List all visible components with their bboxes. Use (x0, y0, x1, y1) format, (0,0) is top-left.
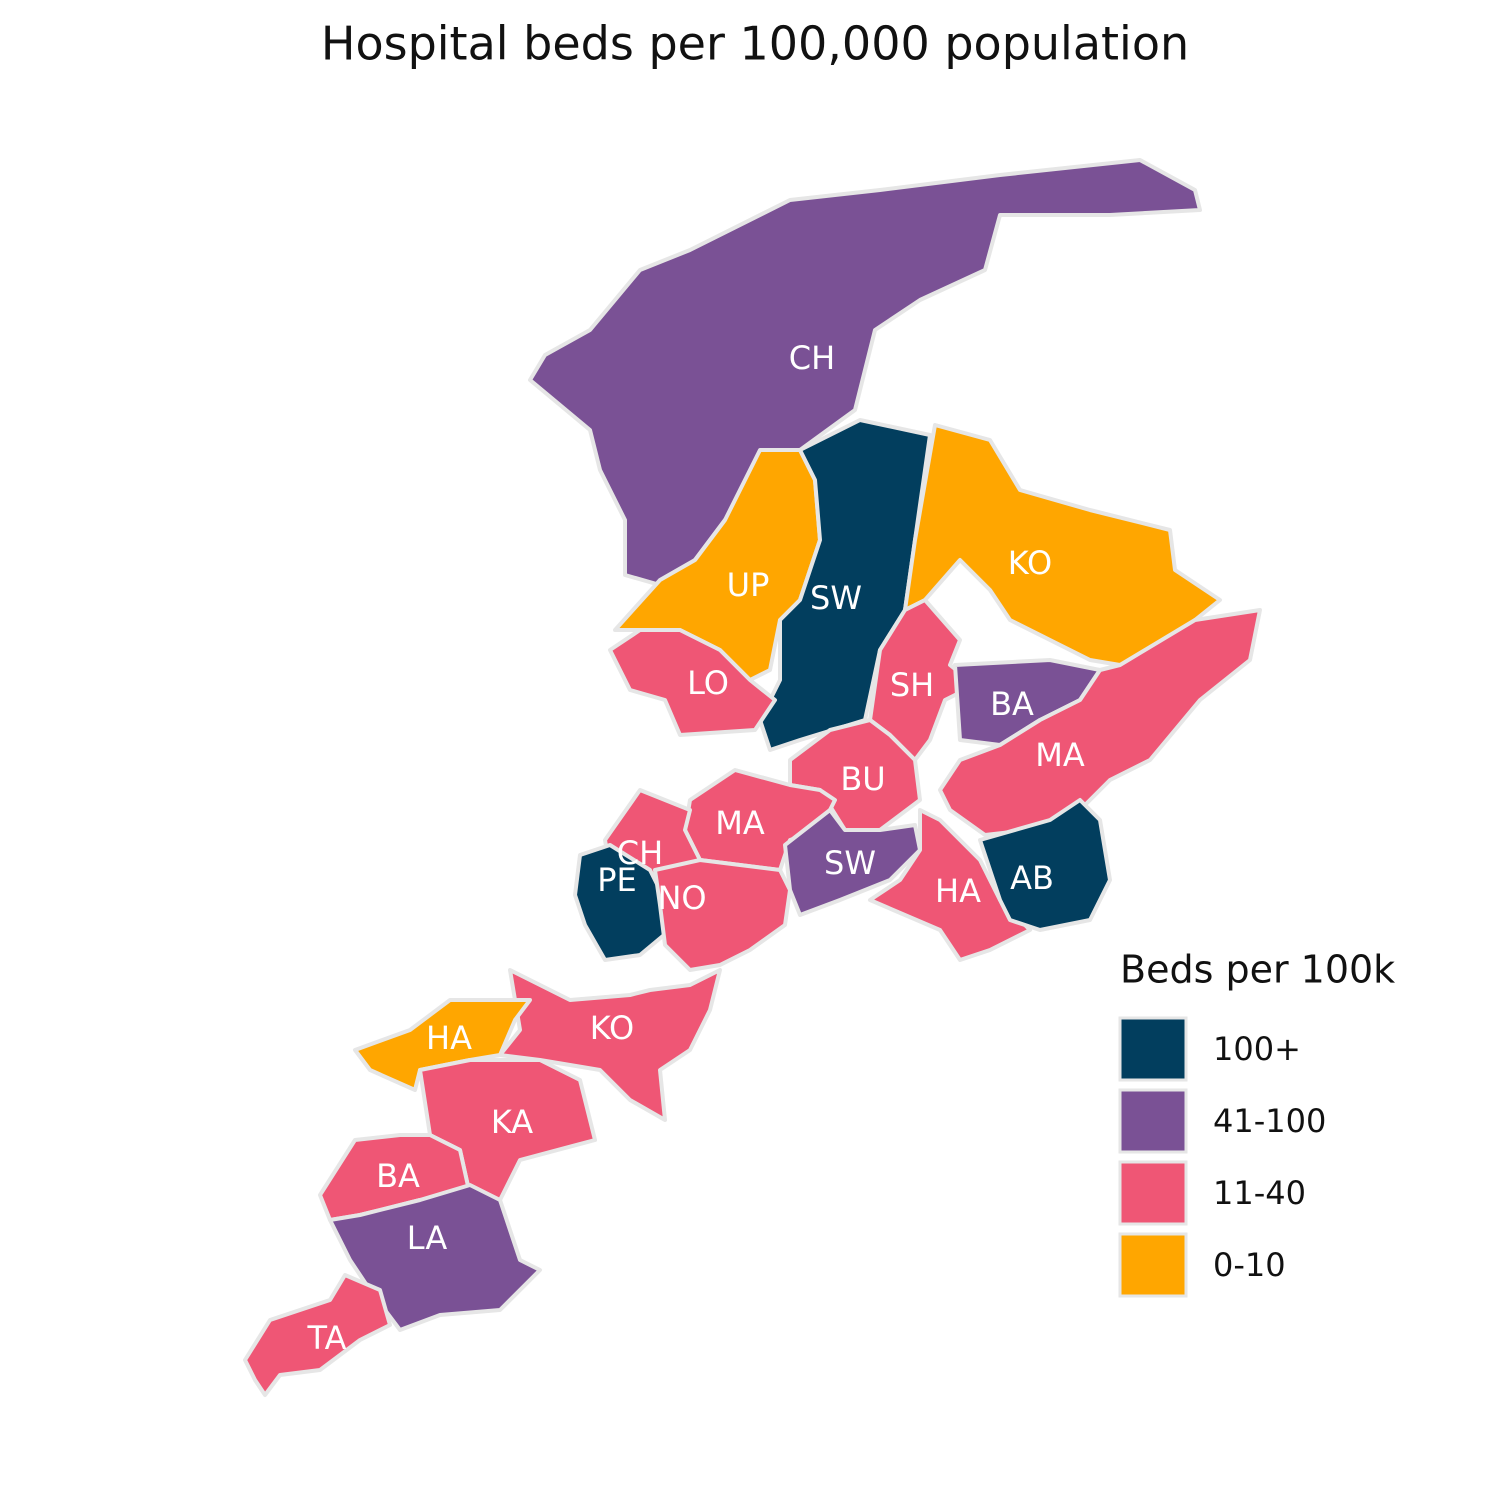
legend-label: 11-40 (1213, 1174, 1306, 1212)
region (528, 158, 1202, 587)
region-label: SW (810, 579, 862, 617)
region-label: BU (840, 760, 885, 798)
legend-swatch (1118, 1232, 1188, 1298)
region-label: PE (597, 861, 637, 899)
region-label: KA (491, 1103, 533, 1141)
region-label: NO (657, 879, 706, 917)
legend-label: 0-10 (1213, 1246, 1286, 1284)
region-label: CH (789, 339, 835, 377)
region-label: MA (1035, 736, 1085, 774)
legend-label: 100+ (1213, 1030, 1301, 1068)
region (353, 998, 532, 1092)
region-label: HA (426, 1019, 472, 1057)
region-label: LO (687, 664, 729, 702)
legend-swatch (1118, 1160, 1188, 1226)
legend-swatch (1118, 1016, 1188, 1082)
legend-swatch (1118, 1088, 1188, 1154)
region (243, 1273, 392, 1397)
region-label: AB (1010, 859, 1054, 897)
region (868, 808, 1032, 962)
region (868, 598, 977, 762)
region-label: MA (715, 804, 765, 842)
region-label: BA (990, 685, 1034, 723)
region (653, 858, 792, 972)
region (978, 798, 1112, 932)
legend-title: Beds per 100k (1120, 948, 1395, 992)
region-label: UP (727, 566, 770, 604)
map-title: Hospital beds per 100,000 population (321, 17, 1189, 71)
region-label: LA (407, 1219, 448, 1257)
region-label: SH (890, 666, 934, 704)
region-label: BA (376, 1157, 420, 1195)
legend-label: 41-100 (1213, 1102, 1326, 1140)
region-label: HA (935, 872, 981, 910)
region (573, 843, 672, 962)
region-label: SW (824, 844, 876, 882)
region-label: TA (307, 1319, 347, 1357)
region (608, 628, 777, 737)
region-label: KO (1008, 544, 1052, 582)
region-label: KO (590, 1009, 634, 1047)
region-label: CH (617, 834, 663, 872)
